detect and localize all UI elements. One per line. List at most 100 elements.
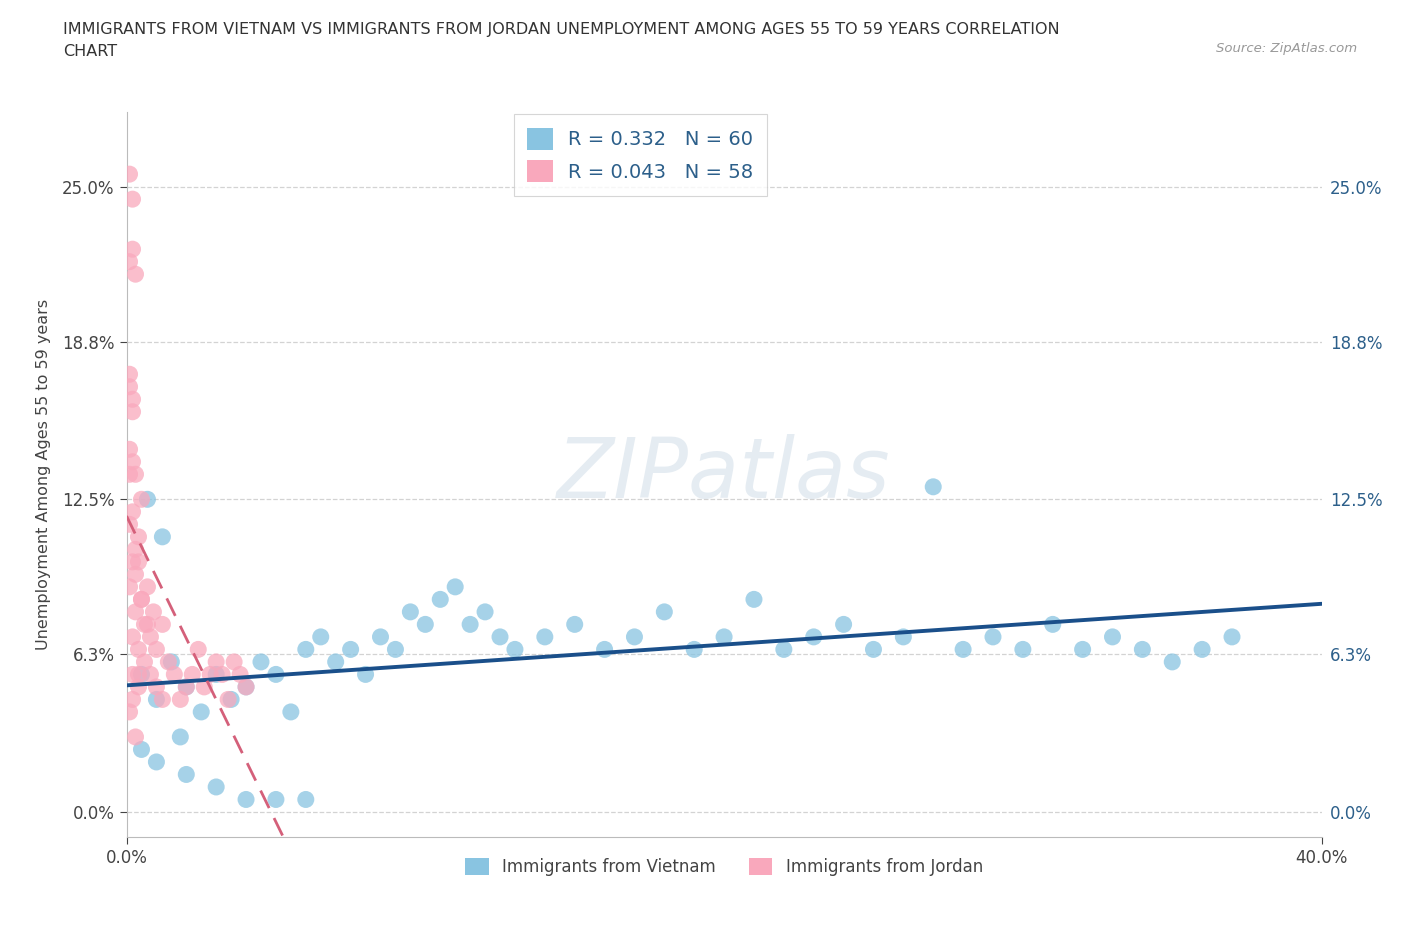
Point <box>118 379 141 394</box>
Point <box>399 604 422 619</box>
Point <box>1042 617 1064 631</box>
Point <box>264 667 287 682</box>
Point <box>235 680 257 695</box>
Point <box>1011 642 1033 657</box>
Point <box>127 554 149 569</box>
Point <box>174 680 197 695</box>
Point <box>489 630 512 644</box>
Point <box>121 630 143 644</box>
Point <box>134 617 156 631</box>
Y-axis label: Unemployment Among Ages 55 to 59 years: Unemployment Among Ages 55 to 59 years <box>37 299 51 650</box>
Point <box>294 642 316 657</box>
Point <box>124 542 146 557</box>
Point <box>219 692 242 707</box>
Point <box>131 492 153 507</box>
Point <box>652 604 675 619</box>
Point <box>623 630 645 644</box>
Point <box>118 442 141 457</box>
Point <box>118 467 141 482</box>
Point <box>127 667 149 682</box>
Point <box>157 655 180 670</box>
Point <box>354 667 377 682</box>
Point <box>134 655 156 670</box>
Point <box>683 642 706 657</box>
Point <box>250 655 273 670</box>
Point <box>981 630 1004 644</box>
Point <box>952 642 974 657</box>
Point <box>121 192 143 206</box>
Point <box>1220 630 1243 644</box>
Point <box>124 604 146 619</box>
Point <box>458 617 481 631</box>
Point <box>118 579 141 594</box>
Point <box>131 591 153 606</box>
Point <box>160 655 183 670</box>
Point <box>124 267 146 282</box>
Point <box>339 642 361 657</box>
Point <box>124 467 146 482</box>
Text: ZIPatlas: ZIPatlas <box>557 433 891 515</box>
Point <box>862 642 884 657</box>
Point <box>803 630 825 644</box>
Point <box>1101 630 1123 644</box>
Point <box>222 655 246 670</box>
Point <box>145 642 167 657</box>
Point <box>474 604 496 619</box>
Point <box>139 630 162 644</box>
Point <box>832 617 855 631</box>
Point <box>415 617 437 631</box>
Text: CHART: CHART <box>63 44 117 59</box>
Point <box>205 667 228 682</box>
Point <box>294 792 316 807</box>
Point <box>280 705 302 720</box>
Point <box>136 617 159 631</box>
Point <box>187 642 209 657</box>
Point <box>217 692 239 707</box>
Point <box>163 667 186 682</box>
Point <box>200 667 222 682</box>
Point <box>893 630 915 644</box>
Point <box>127 529 149 544</box>
Point <box>121 392 143 406</box>
Point <box>503 642 526 657</box>
Point <box>235 792 257 807</box>
Point <box>127 642 149 657</box>
Point <box>121 455 143 470</box>
Point <box>131 667 153 682</box>
Point <box>127 680 149 695</box>
Point <box>121 242 143 257</box>
Point <box>152 692 174 707</box>
Point <box>169 729 191 744</box>
Point <box>118 166 141 181</box>
Point <box>593 642 616 657</box>
Point <box>370 630 392 644</box>
Point <box>121 554 143 569</box>
Point <box>1191 642 1213 657</box>
Point <box>124 729 146 744</box>
Point <box>1071 642 1094 657</box>
Point <box>139 667 162 682</box>
Point <box>118 254 141 269</box>
Point <box>118 705 141 720</box>
Point <box>121 667 143 682</box>
Point <box>564 617 586 631</box>
Point <box>136 492 159 507</box>
Point <box>152 617 174 631</box>
Point <box>325 655 347 670</box>
Text: Source: ZipAtlas.com: Source: ZipAtlas.com <box>1216 42 1357 55</box>
Point <box>1161 655 1184 670</box>
Point <box>145 680 167 695</box>
Point <box>121 692 143 707</box>
Point <box>190 705 212 720</box>
Point <box>174 767 197 782</box>
Point <box>145 754 167 769</box>
Point <box>922 479 945 494</box>
Legend: Immigrants from Vietnam, Immigrants from Jordan: Immigrants from Vietnam, Immigrants from… <box>458 852 990 883</box>
Point <box>136 579 159 594</box>
Point <box>174 680 197 695</box>
Point <box>152 529 174 544</box>
Point <box>193 680 215 695</box>
Point <box>121 504 143 519</box>
Point <box>309 630 332 644</box>
Point <box>205 655 228 670</box>
